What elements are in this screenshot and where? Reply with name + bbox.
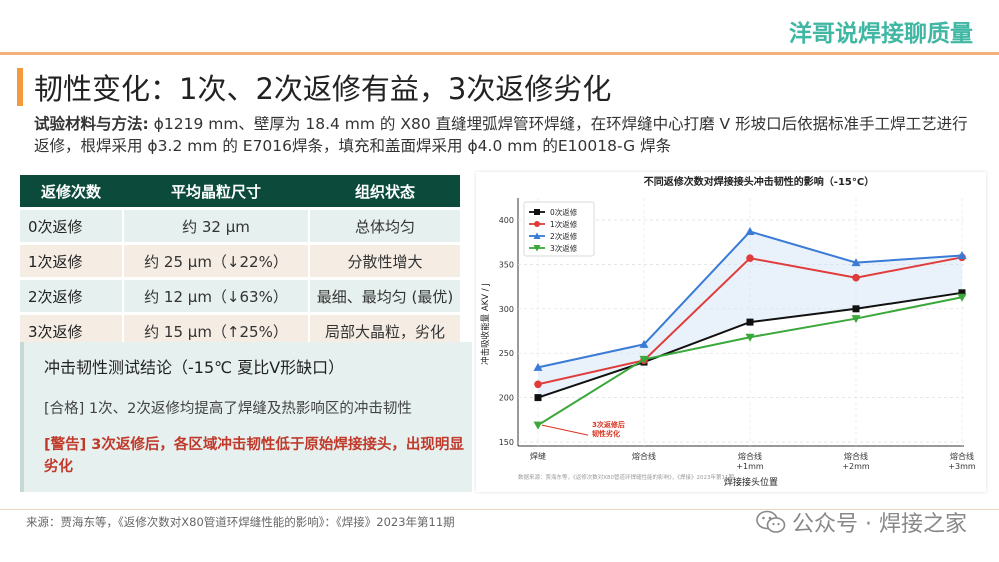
- impact-toughness-chart: 不同返修次数对焊接接头冲击韧性的影响（-15°C） 150 200 250 300 350…: [480, 175, 976, 488]
- chart-source-note: 数据来源：贾海东等，《返修次数对X80管道环焊缝性能的影响》，《焊接》2023年…: [518, 473, 735, 481]
- x-tick-label: 焊缝: [530, 451, 546, 461]
- cell-grain-size: 约 12 μm（↓63%）: [122, 280, 310, 312]
- data-point: [957, 293, 967, 302]
- cell-grain-size: 约 25 μm（↓22%）: [122, 245, 310, 277]
- bottom-divider: [0, 509, 999, 510]
- legend-marker: [534, 221, 540, 227]
- table-row: 3次返修 约 15 μm（↑25%） 局部大晶粒，劣化: [20, 315, 460, 347]
- wechat-icon: [756, 510, 786, 533]
- data-point: [533, 362, 543, 371]
- x-tick-label: +2mm: [842, 462, 870, 471]
- data-point: [851, 315, 861, 324]
- data-point: [958, 289, 966, 297]
- x-tick-label: 熔合线: [738, 451, 762, 461]
- impact-toughness-chart-panel: 不同返修次数对焊接接头冲击韧性的影响（-15°C） 150 200 250 300 350…: [476, 172, 986, 492]
- method-description: 试验材料与方法: ϕ1219 mm、壁厚为 18.4 mm 的 X80 直缝埋弧…: [34, 113, 969, 157]
- legend-label: 2次返修: [550, 231, 578, 241]
- table-row: 0次返修 约 32 μm 总体均匀: [20, 210, 460, 242]
- cell-grain-size: 约 32 μm: [122, 210, 310, 242]
- y-tick-label: 150: [499, 438, 514, 447]
- y-tick-label: 400: [499, 216, 514, 225]
- data-point: [745, 227, 755, 236]
- legend-marker: [533, 245, 541, 252]
- conclusion-pass-line: [合格] 1次、2次返修均提高了焊缝及热影响区的冲击韧性: [44, 401, 412, 417]
- col-header-structure: 组织状态: [310, 175, 460, 207]
- watermark-text: 公众号 · 焊接之家: [792, 512, 967, 537]
- data-point: [745, 333, 755, 342]
- data-point: [639, 339, 649, 348]
- table-row: 1次返修 约 25 μm（↓22%） 分散性增大: [20, 245, 460, 277]
- data-point: [957, 251, 967, 260]
- cell-structure: 分散性增大: [310, 245, 460, 277]
- annotation-text: 3次返修后: [592, 420, 625, 429]
- data-point: [852, 305, 860, 313]
- source-footer: 来源：贾海东等，《返修次数对X80管道环焊缝性能的影响》：《焊接》2023年第1…: [26, 515, 455, 529]
- y-tick-label: 250: [499, 349, 514, 358]
- legend-marker: [533, 232, 541, 239]
- conclusion-heading: 冲击韧性测试结论（-15℃ 夏比V形缺口）: [44, 358, 345, 377]
- legend-box: [523, 201, 595, 257]
- table-header-row: 返修次数 平均晶粒尺寸 组织状态: [20, 175, 460, 207]
- cell-structure: 总体均匀: [310, 210, 460, 242]
- y-tick-label: 200: [499, 394, 514, 403]
- col-header-grain-size: 平均晶粒尺寸: [122, 175, 310, 207]
- cell-structure: 局部大晶粒，劣化: [310, 315, 460, 347]
- legend-label: 1次返修: [550, 219, 578, 229]
- data-point: [639, 355, 649, 364]
- cell-repair-count: 0次返修: [20, 210, 122, 242]
- x-tick-label: +1mm: [736, 462, 764, 471]
- title-accent-bar: [17, 68, 23, 106]
- page-title: 韧性变化：1次、2次返修有益，3次返修劣化: [34, 72, 612, 106]
- legend-label: 3次返修: [550, 243, 578, 253]
- legend-label: 0次返修: [550, 207, 578, 217]
- y-tick-label: 300: [499, 305, 514, 314]
- table-row: 2次返修 约 12 μm（↓63%） 最细、最均匀 (最优): [20, 280, 460, 312]
- cell-repair-count: 2次返修: [20, 280, 122, 312]
- data-point: [534, 380, 542, 389]
- cell-structure: 最细、最均匀 (最优): [310, 280, 460, 312]
- y-axis-label: 冲击吸收能量 AKV / J: [480, 283, 491, 365]
- grain-size-table: 返修次数 平均晶粒尺寸 组织状态 0次返修 约 32 μm 总体均匀 1次返修 …: [20, 172, 460, 350]
- chart-title: 不同返修次数对焊接接头冲击韧性的影响（-15°C）: [644, 175, 874, 188]
- brand-title: 洋哥说焊接聊质量: [789, 21, 973, 47]
- conclusion-warning-line: [警告] 3次返修后，各区域冲击韧性低于原始焊接接头，出现明显劣化: [44, 437, 464, 475]
- x-tick-label: +3mm: [948, 462, 976, 471]
- method-label: 试验材料与方法:: [34, 115, 149, 133]
- y-tick-label: 350: [499, 260, 514, 269]
- top-divider: [0, 52, 999, 55]
- watermark: 公众号 · 焊接之家: [756, 506, 967, 538]
- col-header-repair-count: 返修次数: [20, 175, 122, 207]
- cell-grain-size: 约 15 μm（↑25%）: [122, 315, 310, 347]
- annotation-arrow: [541, 424, 589, 436]
- x-tick-label: 熔合线: [632, 451, 656, 461]
- data-point: [746, 254, 754, 262]
- method-text: ϕ1219 mm、壁厚为 18.4 mm 的 X80 直缝埋弧焊管环焊缝，在环焊…: [34, 115, 968, 155]
- data-point: [534, 394, 542, 402]
- cell-repair-count: 3次返修: [20, 315, 122, 347]
- conclusion-panel: 冲击韧性测试结论（-15℃ 夏比V形缺口） [合格] 1次、2次返修均提高了焊缝…: [20, 342, 472, 492]
- annotation-text: 韧性劣化: [592, 429, 620, 438]
- legend-marker: [534, 209, 540, 215]
- data-point: [746, 318, 754, 326]
- data-point: [533, 421, 543, 430]
- x-axis-label: 焊接接头位置: [724, 476, 778, 488]
- x-tick-label: 熔合线: [844, 451, 868, 461]
- x-tick-label: 熔合线: [950, 451, 974, 461]
- data-point: [852, 273, 860, 282]
- data-point: [851, 258, 861, 267]
- cell-repair-count: 1次返修: [20, 245, 122, 277]
